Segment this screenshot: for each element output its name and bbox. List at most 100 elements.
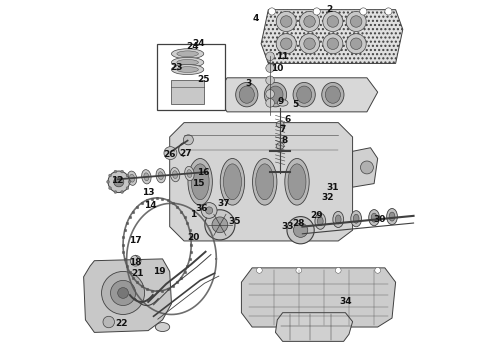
Text: 9: 9 [278, 96, 284, 105]
Ellipse shape [318, 217, 323, 226]
Text: 37: 37 [217, 199, 230, 208]
Ellipse shape [127, 171, 137, 185]
Bar [172, 80, 204, 104]
Circle shape [276, 34, 296, 54]
Ellipse shape [265, 82, 287, 107]
Circle shape [205, 207, 213, 214]
Circle shape [335, 267, 341, 273]
Text: 32: 32 [321, 193, 334, 202]
Polygon shape [261, 10, 403, 63]
Text: 21: 21 [131, 269, 144, 278]
Circle shape [266, 64, 274, 72]
Text: 17: 17 [129, 237, 142, 246]
Circle shape [350, 38, 362, 49]
Circle shape [118, 288, 128, 298]
Circle shape [323, 12, 343, 32]
Text: 34: 34 [339, 297, 352, 306]
Circle shape [346, 34, 366, 54]
Ellipse shape [333, 211, 343, 228]
Circle shape [108, 171, 129, 193]
Polygon shape [275, 313, 353, 341]
Circle shape [111, 280, 136, 306]
Circle shape [280, 38, 292, 49]
Ellipse shape [158, 172, 163, 180]
Circle shape [101, 271, 145, 315]
Ellipse shape [288, 164, 306, 200]
Text: 14: 14 [144, 201, 156, 210]
Circle shape [103, 316, 115, 328]
Ellipse shape [368, 210, 379, 226]
Circle shape [256, 267, 262, 273]
Text: 13: 13 [142, 188, 154, 197]
Circle shape [164, 147, 177, 159]
Ellipse shape [276, 143, 284, 149]
Text: 11: 11 [276, 52, 289, 61]
Circle shape [313, 8, 320, 15]
Circle shape [114, 170, 117, 173]
Circle shape [121, 170, 123, 173]
Circle shape [299, 12, 319, 32]
Text: 20: 20 [187, 233, 199, 242]
Ellipse shape [142, 170, 151, 184]
Ellipse shape [335, 215, 341, 224]
Text: 27: 27 [179, 149, 192, 158]
Circle shape [114, 190, 117, 193]
Circle shape [205, 210, 235, 240]
Ellipse shape [191, 164, 209, 200]
Circle shape [126, 187, 129, 190]
Text: 6: 6 [285, 114, 291, 123]
Ellipse shape [177, 59, 198, 65]
Ellipse shape [236, 82, 258, 107]
Circle shape [294, 223, 308, 237]
Text: 28: 28 [293, 219, 305, 228]
Text: 24: 24 [187, 42, 199, 51]
Ellipse shape [252, 158, 277, 205]
Circle shape [121, 190, 123, 193]
Circle shape [126, 174, 129, 177]
Polygon shape [216, 78, 378, 112]
Circle shape [360, 8, 367, 15]
Text: 22: 22 [115, 319, 127, 328]
Ellipse shape [223, 164, 242, 200]
Circle shape [266, 76, 274, 85]
Ellipse shape [268, 86, 283, 103]
Circle shape [201, 203, 217, 219]
Circle shape [276, 12, 296, 32]
Ellipse shape [371, 213, 377, 222]
Circle shape [109, 174, 112, 177]
Circle shape [375, 267, 381, 273]
Text: 35: 35 [228, 217, 241, 226]
Circle shape [128, 180, 131, 183]
Circle shape [114, 177, 124, 187]
Circle shape [266, 90, 274, 98]
Text: 29: 29 [310, 211, 323, 220]
Ellipse shape [156, 168, 166, 183]
Circle shape [304, 16, 315, 27]
Text: 5: 5 [292, 100, 298, 109]
Circle shape [109, 187, 112, 190]
Ellipse shape [293, 82, 315, 107]
Circle shape [327, 38, 339, 49]
Ellipse shape [172, 171, 177, 179]
Text: 23: 23 [171, 63, 183, 72]
Text: 7: 7 [279, 125, 286, 134]
Text: 1: 1 [190, 210, 196, 219]
Circle shape [266, 99, 274, 107]
Ellipse shape [387, 208, 397, 225]
Ellipse shape [177, 51, 198, 57]
Circle shape [296, 267, 302, 273]
Ellipse shape [129, 174, 135, 182]
Circle shape [107, 180, 109, 183]
Text: 15: 15 [192, 179, 205, 188]
Text: 19: 19 [152, 267, 165, 276]
Text: 36: 36 [196, 204, 208, 213]
Circle shape [212, 217, 228, 233]
Circle shape [327, 16, 339, 27]
Circle shape [287, 217, 314, 244]
Ellipse shape [185, 166, 194, 181]
Ellipse shape [322, 82, 344, 107]
Text: 2: 2 [326, 5, 332, 14]
Circle shape [323, 34, 343, 54]
Circle shape [350, 16, 362, 27]
Polygon shape [242, 268, 395, 327]
